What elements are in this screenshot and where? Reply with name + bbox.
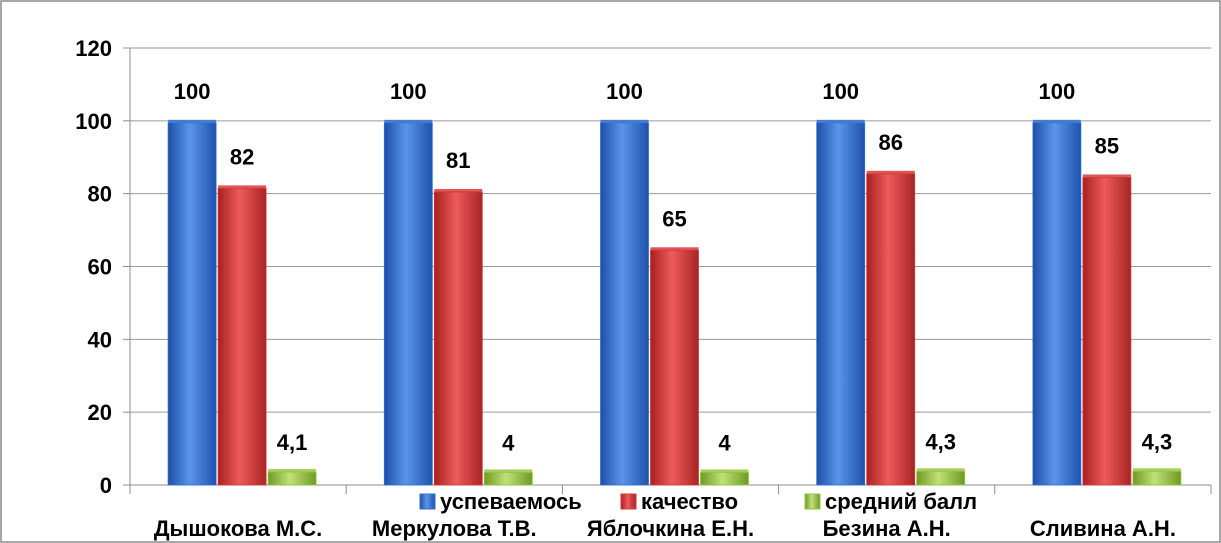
bar-progress-4: [1032, 122, 1082, 486]
bar-average-2: [700, 472, 749, 486]
bar-top: [700, 469, 749, 475]
data-label: 100: [174, 79, 211, 104]
bar-top: [168, 119, 217, 125]
bar-top: [1032, 119, 1081, 125]
bar-top: [1082, 174, 1131, 180]
bar-top: [816, 119, 865, 125]
bar-quality-3: [866, 173, 916, 486]
data-label: 4: [502, 430, 515, 455]
data-label: 4,3: [1142, 429, 1173, 454]
bar-progress-2: [600, 122, 649, 486]
bars: [167, 119, 1182, 486]
category-label: Дышокова М.С.: [154, 516, 322, 541]
y-tick-label: 0: [100, 473, 112, 498]
bar-quality-1: [433, 191, 483, 486]
bar-average-4: [1132, 470, 1182, 486]
bar-top: [1132, 468, 1181, 474]
data-label: 82: [230, 144, 254, 169]
bar-average-3: [916, 470, 966, 486]
data-label: 86: [878, 130, 902, 155]
legend-swatch: [804, 493, 821, 510]
bar-top: [484, 469, 533, 475]
data-label: 65: [662, 206, 686, 231]
legend-label: качество: [641, 489, 738, 514]
legend: успеваемось качество средний балл: [419, 489, 977, 514]
category-labels: Дышокова М.С. Меркулова Т.В. Яблочкина Е.Н…: [154, 516, 1176, 541]
legend-swatch: [419, 493, 436, 510]
bar-quality-2: [650, 249, 699, 486]
data-label: 100: [822, 79, 859, 104]
gridlines: [130, 47, 1211, 413]
bar-average-1: [483, 472, 533, 486]
category-label: Меркулова Т.В.: [372, 516, 537, 541]
data-label: 100: [390, 79, 427, 104]
category-label: Безина А.Н.: [823, 516, 951, 541]
y-tick-label: 120: [75, 36, 112, 61]
category-label: Сливина А.Н.: [1030, 516, 1176, 541]
y-tick-label: 20: [88, 400, 112, 425]
legend-swatch: [620, 493, 637, 510]
bar-top: [384, 119, 433, 125]
bar-quality-4: [1082, 177, 1132, 486]
legend-label: средний балл: [825, 489, 977, 514]
category-label: Яблочкина Е.Н.: [587, 516, 754, 541]
y-tick-label: 40: [88, 327, 112, 352]
y-tick-label: 60: [88, 255, 112, 280]
y-tick-label: 100: [75, 109, 112, 134]
bar-average-0: [267, 471, 317, 486]
data-label: 100: [606, 79, 643, 104]
bar-progress-1: [383, 122, 433, 486]
bar-top: [866, 170, 915, 176]
data-labels: 100 82 4,1 100 81 4 100 65 4 100 86 4,3 100 85 4,3: [174, 79, 1172, 456]
bar-top: [600, 119, 649, 125]
data-label: 85: [1095, 133, 1119, 158]
axes: 0 20 40 60 80 100 120: [75, 36, 1212, 498]
bar-quality-0: [217, 187, 267, 486]
data-label: 81: [446, 148, 470, 173]
data-label: 4,3: [925, 429, 956, 454]
bar-top: [650, 247, 699, 253]
bar-progress-0: [167, 122, 217, 486]
data-label: 100: [1039, 79, 1076, 104]
bar-top: [218, 185, 267, 191]
bar-progress-3: [816, 122, 866, 486]
data-label: 4: [718, 430, 731, 455]
bar-top: [268, 469, 317, 475]
legend-label: успеваемось: [440, 489, 582, 514]
bar-top: [434, 189, 483, 195]
bar-top: [916, 468, 965, 474]
data-label: 4,1: [277, 430, 308, 455]
y-tick-label: 80: [88, 182, 112, 207]
